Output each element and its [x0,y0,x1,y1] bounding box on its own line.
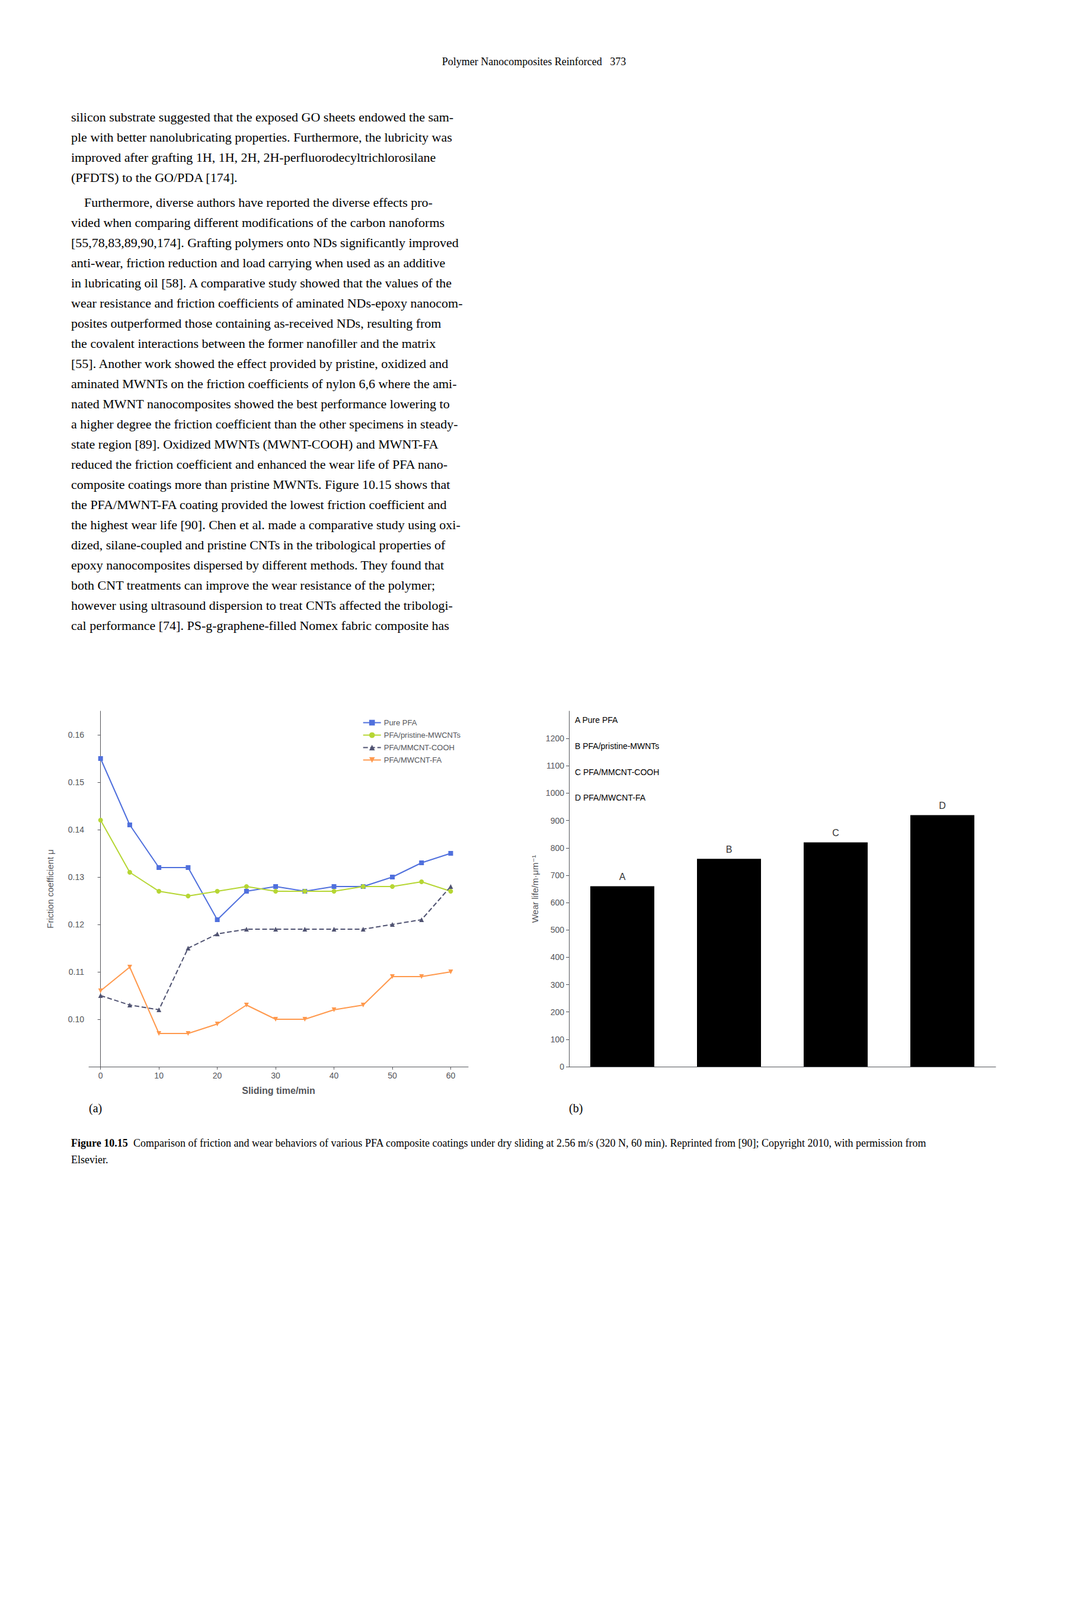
svg-text:PFA/pristine-MWCNTs: PFA/pristine-MWCNTs [384,730,462,740]
svg-text:Figure 10.15: Figure 10.15 [71,1137,129,1150]
svg-text:[55]. Another work showed the: [55]. Another work showed the effect pro… [71,356,449,372]
svg-text:700: 700 [550,870,565,881]
svg-text:cal performance [74]. PS-g-gra: cal performance [74]. PS-g-graphene-fill… [71,618,450,633]
svg-text:B PFA/pristine-MWNTs: B PFA/pristine-MWNTs [574,741,660,751]
svg-text:0: 0 [559,1062,565,1072]
svg-text:100: 100 [550,1034,565,1045]
svg-text:Elsevier.: Elsevier. [71,1153,108,1166]
svg-text:(a): (a) [88,1101,102,1116]
svg-text:Sliding time/min: Sliding time/min [241,1085,316,1096]
svg-text:300: 300 [550,980,565,990]
svg-text:anti-wear, friction reduction: anti-wear, friction reduction and load c… [71,255,446,271]
svg-text:nated MWNT nanocomposites show: nated MWNT nanocomposites showed the bes… [71,396,450,412]
svg-text:in lubricating oil [58]. A com: in lubricating oil [58]. A comparative s… [71,275,452,291]
svg-text:composite coatings more than p: composite coatings more than pristine MW… [71,477,450,492]
svg-text:however using ultrasound dispe: however using ultrasound dispersion to t… [71,598,453,613]
svg-text:Polymer Nanocomposites Reinfor: Polymer Nanocomposites Reinforced 373 [442,55,626,68]
svg-text:1200: 1200 [545,733,565,744]
svg-text:improved after grafting 1H, 1H: improved after grafting 1H, 1H, 2H, 2H-p… [71,149,436,165]
svg-text:Wear life/m·μm⁻¹: Wear life/m·μm⁻¹ [529,855,540,924]
svg-text:D: D [938,800,946,811]
svg-text:wear resistance and friction c: wear resistance and friction coefficient… [71,295,463,311]
svg-text:aminated MWNTs on the friction: aminated MWNTs on the friction coefficie… [71,376,457,392]
svg-text:20: 20 [212,1070,223,1081]
svg-text:0.11: 0.11 [68,967,85,977]
svg-text:(PFDTS) to the GO/PDA [174].: (PFDTS) to the GO/PDA [174]. [71,170,238,185]
svg-text:0.10: 0.10 [68,1014,85,1025]
svg-text:PFA/MWCNT-FA: PFA/MWCNT-FA [384,755,443,765]
svg-text:the PFA/MWNT-FA coating provid: the PFA/MWNT-FA coating provided the low… [71,497,447,513]
svg-text:posites outperformed those con: posites outperformed those containing as… [71,315,441,331]
svg-text:dized, silane-coupled and pris: dized, silane-coupled and pristine CNTs … [71,537,446,553]
svg-text:900: 900 [550,816,565,826]
svg-text:600: 600 [550,897,565,908]
svg-text:silicon substrate suggested th: silicon substrate suggested that the exp… [71,109,454,125]
svg-text:D PFA/MWCNT-FA: D PFA/MWCNT-FA [574,792,647,803]
svg-text:B: B [726,844,733,855]
svg-text:10: 10 [154,1070,164,1081]
svg-text:epoxy nanocomposites dispersed: epoxy nanocomposites dispersed by differ… [71,557,444,573]
svg-text:Pure PFA: Pure PFA [384,718,418,728]
svg-text:both CNT treatments can improv: both CNT treatments can improve the wear… [71,577,436,593]
svg-text:50: 50 [387,1070,398,1081]
svg-text:C: C [832,827,840,839]
svg-text:[55,78,83,89,90,174]. Grafting: [55,78,83,89,90,174]. Grafting polymers … [71,235,459,251]
svg-text:0.12: 0.12 [68,919,85,930]
svg-text:A Pure PFA: A Pure PFA [574,715,619,725]
svg-text:reduced the friction coefficie: reduced the friction coefficient and enh… [71,456,448,472]
svg-text:1100: 1100 [546,760,565,771]
svg-text:C PFA/MMCNT-COOH: C PFA/MMCNT-COOH [574,767,660,777]
svg-text:Furthermore, diverse authors h: Furthermore, diverse authors have report… [71,194,433,210]
svg-text:a higher degree the friction c: a higher degree the friction coefficient… [71,416,459,432]
svg-text:0.14: 0.14 [68,825,85,835]
svg-text:the highest wear life [90]. Ch: the highest wear life [90]. Chen et al. … [71,517,461,533]
svg-text:the covalent interactions betw: the covalent interactions between the fo… [71,336,436,351]
svg-text:Comparison of friction and wea: Comparison of friction and wear behavior… [128,1137,929,1150]
svg-text:0.15: 0.15 [68,777,85,788]
svg-text:60: 60 [446,1070,456,1081]
svg-text:200: 200 [550,1007,565,1018]
svg-text:state region [89]. Oxidized MW: state region [89]. Oxidized MWNTs (MWNT-… [71,436,439,452]
svg-text:500: 500 [550,925,565,935]
svg-text:0.13: 0.13 [68,872,85,882]
svg-text:ple with better nanolubricatin: ple with better nanolubricating properti… [71,129,453,145]
svg-text:vided when comparing different: vided when comparing different modificat… [71,215,445,230]
svg-text:800: 800 [550,843,565,853]
svg-text:(b): (b) [568,1101,583,1116]
svg-text:PFA/MMCNT-COOH: PFA/MMCNT-COOH [384,743,455,753]
svg-text:40: 40 [329,1070,340,1081]
svg-text:1000: 1000 [545,788,565,798]
svg-text:A: A [619,871,626,882]
svg-text:30: 30 [270,1070,281,1081]
svg-text:0.16: 0.16 [68,730,85,740]
svg-text:Friction coefficient μ: Friction coefficient μ [45,849,56,929]
svg-text:0: 0 [98,1070,104,1081]
svg-text:400: 400 [550,952,565,962]
